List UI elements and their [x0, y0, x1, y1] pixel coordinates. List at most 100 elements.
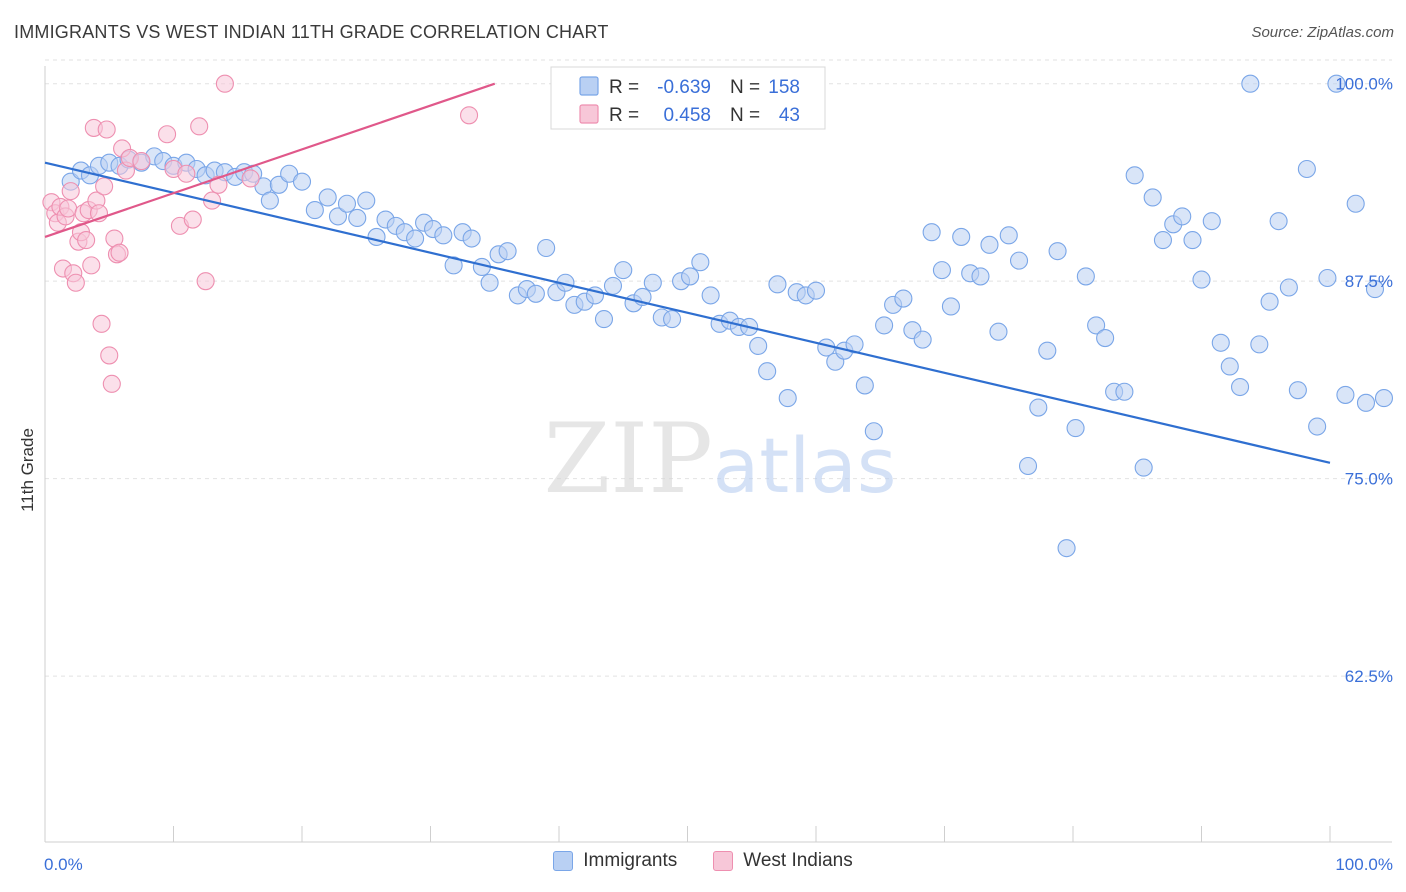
immigrants-point	[941, 297, 960, 316]
immigrants-point	[749, 336, 768, 355]
immigrants-point	[932, 261, 951, 280]
immigrants-point	[260, 191, 279, 210]
immigrants-point	[337, 194, 357, 213]
west-indians-point	[132, 152, 151, 171]
immigrants-point	[1143, 188, 1162, 207]
immigrants-point	[663, 310, 682, 329]
immigrants-point	[614, 261, 633, 280]
immigrants-point	[855, 376, 874, 395]
r-value: 0.458	[663, 105, 711, 126]
immigrants-point	[1260, 292, 1279, 311]
immigrants-point	[1134, 458, 1153, 477]
immigrants-point	[1173, 207, 1192, 226]
trend-lines	[44, 82, 1331, 464]
immigrants-point	[1087, 316, 1106, 335]
immigrants-point	[1076, 267, 1095, 286]
immigrants-point	[922, 223, 941, 242]
immigrants-point	[603, 276, 623, 295]
immigrants-point	[367, 227, 386, 246]
immigrants-point	[1183, 231, 1202, 250]
west-indians-point	[92, 314, 111, 333]
immigrants-point	[989, 322, 1008, 341]
immigrants-point	[1269, 212, 1288, 231]
y-tick-label: 75.0%	[1345, 470, 1393, 489]
y-tick-label: 87.5%	[1345, 272, 1393, 291]
immigrants-point	[1153, 231, 1172, 250]
immigrants-point	[701, 286, 720, 305]
immigrants-point	[999, 226, 1018, 245]
immigrants-point	[1365, 280, 1385, 299]
immigrants-point	[434, 226, 453, 245]
immigrants-point	[406, 229, 425, 248]
n-label: N =	[730, 77, 760, 98]
immigrants-point	[328, 207, 348, 226]
immigrants-point	[444, 256, 463, 275]
immigrants-point	[875, 316, 894, 335]
west-indians-point	[209, 175, 228, 194]
x-tick-label-max: 100.0%	[1335, 855, 1393, 874]
watermark: ZIPatlas	[544, 403, 897, 515]
immigrants-point	[1318, 268, 1337, 288]
immigrants-point	[1038, 341, 1057, 360]
immigrants-point	[1241, 74, 1260, 93]
west-indians-trend-line	[44, 82, 496, 238]
immigrants-point	[806, 281, 826, 300]
immigrants-point	[1066, 419, 1085, 438]
immigrants-point	[1202, 212, 1221, 231]
grid-lines	[45, 59, 1392, 677]
immigrants-point	[1192, 270, 1211, 289]
immigrants-point	[1374, 389, 1394, 408]
immigrants-point	[594, 310, 614, 329]
immigrants-point	[894, 289, 913, 308]
chart-title: IMMIGRANTS VS WEST INDIAN 11TH GRADE COR…	[14, 22, 609, 42]
immigrants-point	[971, 267, 990, 286]
immigrants-point	[1048, 242, 1067, 261]
immigrants-point	[1336, 385, 1355, 404]
legend-label: West Indians	[743, 850, 853, 871]
legend-item-west-indians: West Indians	[713, 850, 853, 872]
immigrants-point	[498, 242, 517, 261]
immigrants-point	[357, 191, 376, 210]
immigrants-point	[1029, 398, 1048, 417]
watermark-atlas: atlas	[713, 421, 897, 510]
immigrants-trend-line	[44, 161, 1331, 464]
immigrants-point	[292, 172, 312, 191]
immigrants-point	[1096, 328, 1115, 348]
legend-label: Immigrants	[583, 850, 678, 871]
immigrants-point	[1231, 377, 1250, 397]
n-label: N =	[730, 105, 760, 126]
west-indians-point	[82, 256, 101, 275]
immigrants-point	[1297, 159, 1316, 179]
west-indians-point	[241, 169, 260, 188]
immigrants-point	[348, 208, 367, 228]
immigrants-point	[1250, 335, 1269, 354]
immigrants-point	[864, 422, 883, 441]
immigrants-point	[318, 188, 337, 207]
y-tick-labels: 100.0% 87.5% 75.0% 62.5%	[1335, 75, 1393, 686]
west-indians-point	[196, 272, 215, 291]
immigrants-point	[952, 227, 971, 246]
stats-legend: R = -0.639 N = 158 R = 0.458 N = 43	[550, 66, 826, 130]
immigrants-point	[305, 201, 324, 220]
immigrants-point	[1115, 382, 1134, 401]
n-value: 43	[779, 105, 800, 126]
west-indians-point	[95, 177, 114, 196]
immigrants-point	[462, 229, 481, 248]
r-label: R =	[609, 77, 639, 98]
west-indians-point	[59, 199, 78, 218]
west-indians-point	[177, 164, 196, 183]
immigrants-point	[1220, 357, 1239, 376]
axes	[44, 66, 1392, 843]
west-indians-point	[66, 273, 85, 292]
immigrants-point	[537, 238, 556, 258]
immigrants-swatch	[579, 76, 599, 96]
immigrants-point	[480, 273, 499, 292]
west-indians-point	[102, 374, 121, 393]
west-indians-point	[183, 210, 202, 229]
immigrants-point	[1009, 251, 1029, 270]
immigrants-point	[1288, 381, 1307, 400]
x-tick-label-min: 0.0%	[44, 855, 83, 874]
immigrants-point	[691, 253, 710, 272]
immigrants-point	[1308, 417, 1327, 436]
